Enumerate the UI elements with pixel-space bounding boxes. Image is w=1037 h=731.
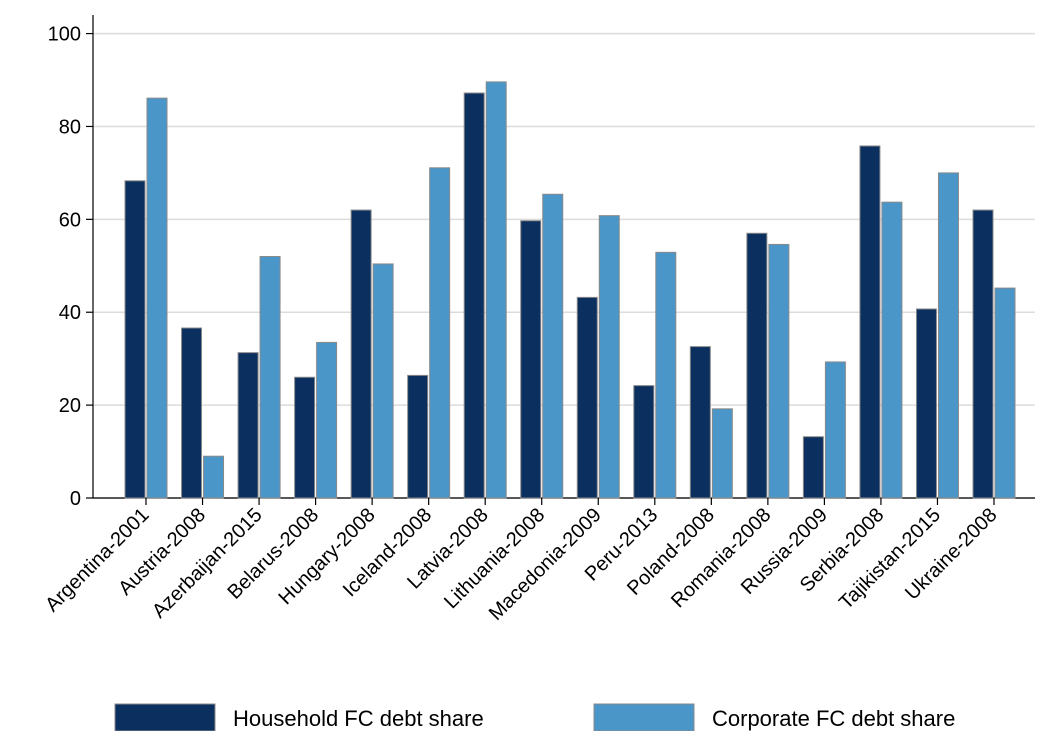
y-tick-label: 80	[59, 116, 81, 138]
x-tick-label: Lithuania-2008	[440, 504, 549, 613]
bar	[485, 81, 507, 499]
bar	[915, 308, 937, 499]
bar	[350, 209, 372, 499]
x-tick-label: Tajikistan-2015	[835, 504, 945, 614]
bar	[181, 327, 203, 499]
bar	[768, 243, 790, 499]
bar	[711, 408, 733, 499]
bar	[294, 376, 316, 499]
bar	[859, 145, 881, 499]
y-tick-label: 40	[59, 302, 81, 324]
bar	[972, 209, 994, 499]
bar	[576, 296, 598, 499]
bar	[124, 180, 146, 499]
bar	[203, 455, 225, 499]
bar	[994, 287, 1016, 499]
bar	[237, 352, 259, 499]
bar	[259, 256, 281, 499]
bar	[881, 201, 903, 499]
bar	[520, 220, 542, 499]
y-tick-label: 100	[48, 24, 81, 46]
bar	[146, 97, 168, 499]
bar	[802, 436, 824, 499]
bar	[463, 92, 485, 499]
bar	[316, 341, 338, 499]
bar	[633, 385, 655, 499]
legend-label: Corporate FC debt share	[712, 706, 955, 731]
bar	[598, 215, 620, 499]
bar	[824, 361, 846, 499]
legend-label: Household FC debt share	[233, 706, 484, 731]
bar	[746, 232, 768, 499]
bar	[542, 193, 564, 499]
x-tick-label: Romania-2008	[667, 504, 775, 612]
bar	[689, 346, 711, 499]
bar	[407, 374, 429, 499]
bar	[655, 251, 677, 499]
x-tick-label: Hungary-2008	[274, 504, 379, 609]
y-tick-label: 60	[59, 209, 81, 231]
bar	[429, 167, 451, 499]
legend-swatch	[114, 703, 216, 731]
y-tick-label: 0	[70, 488, 81, 510]
bar	[937, 172, 959, 499]
bar	[372, 263, 394, 499]
y-tick-label: 20	[59, 395, 81, 417]
x-tick-label: Argentina-2001	[41, 504, 153, 616]
legend-swatch	[593, 703, 695, 731]
